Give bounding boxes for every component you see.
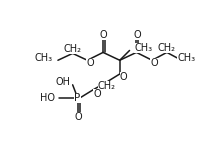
- Text: CH₃: CH₃: [134, 42, 153, 53]
- Text: O: O: [75, 112, 82, 122]
- Text: P: P: [74, 92, 81, 103]
- Text: O: O: [86, 58, 94, 68]
- Text: CH₃: CH₃: [35, 53, 53, 63]
- Text: CH₂: CH₂: [98, 81, 116, 91]
- Text: O: O: [93, 89, 101, 99]
- Text: CH₂: CH₂: [158, 44, 176, 53]
- Text: O: O: [150, 58, 158, 68]
- Text: O: O: [99, 30, 107, 40]
- Text: O: O: [120, 72, 128, 82]
- Text: CH₃: CH₃: [177, 53, 196, 63]
- Text: O: O: [134, 30, 141, 40]
- Text: CH₂: CH₂: [64, 44, 82, 54]
- Text: HO: HO: [40, 92, 55, 103]
- Text: OH: OH: [56, 77, 71, 87]
